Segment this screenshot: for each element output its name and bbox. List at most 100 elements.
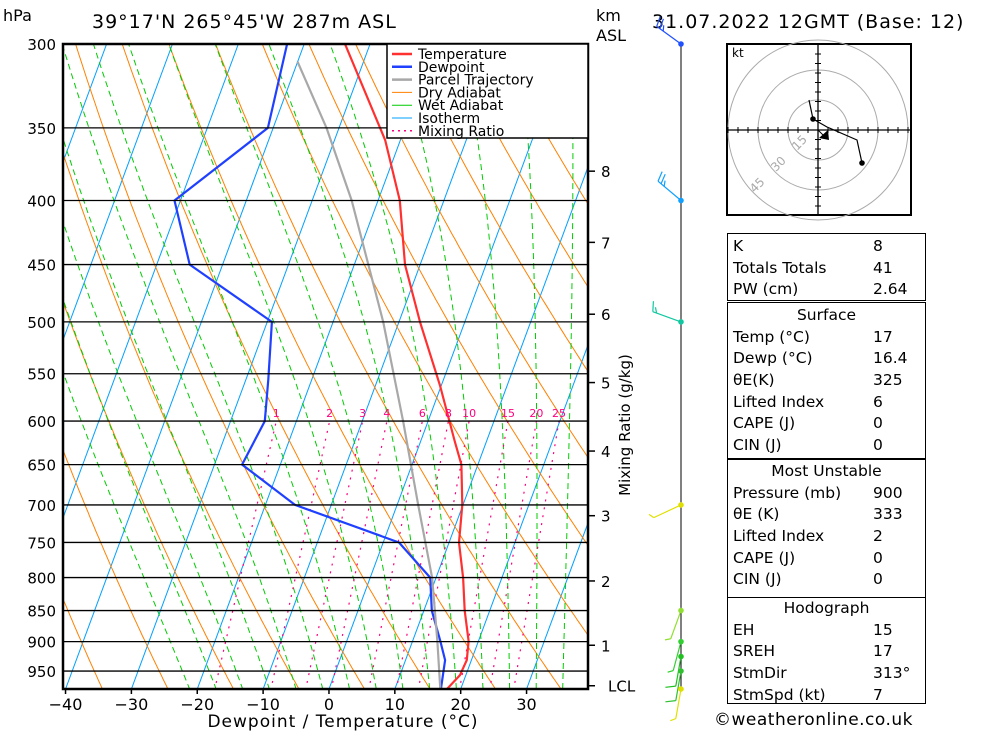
index-row: Pressure (mb) 900 bbox=[728, 483, 925, 505]
isotherm-line bbox=[63, 44, 239, 520]
pressure-tick-label: 300 bbox=[27, 36, 56, 54]
wind-barb-feather bbox=[656, 16, 661, 27]
wind-barb-feather bbox=[660, 173, 666, 185]
legend-box bbox=[386, 43, 589, 139]
storm-motion-arrow-icon bbox=[819, 130, 829, 140]
index-row: Lifted Index 2 bbox=[728, 526, 925, 548]
legend-label: Dry Adiabat bbox=[418, 85, 501, 101]
wind-barb-dot bbox=[678, 197, 684, 204]
height-tick-label: 6 bbox=[601, 306, 611, 324]
x-tick-label: 30 bbox=[516, 695, 536, 714]
pressure-tick-label: 400 bbox=[27, 192, 56, 210]
mixing-ratio-label: 8 bbox=[445, 407, 452, 420]
pressure-unit: hPa bbox=[3, 6, 32, 25]
x-tick-label: −20 bbox=[180, 695, 214, 714]
section-title: Surface bbox=[796, 306, 857, 324]
wind-barb-feather bbox=[659, 18, 664, 29]
index-value: 41 bbox=[873, 258, 893, 277]
index-label: θE(K) bbox=[733, 371, 775, 390]
legend-label: Mixing Ratio bbox=[418, 124, 504, 140]
index-label: θE (K) bbox=[733, 505, 780, 524]
index-value: 325 bbox=[873, 371, 903, 390]
dry-adiabat-line bbox=[261, 44, 588, 637]
height-unit: km bbox=[596, 6, 621, 25]
isotherm-line bbox=[262, 44, 503, 689]
isotherm-line bbox=[63, 44, 173, 342]
pressure-tick-label: 850 bbox=[27, 603, 56, 621]
wind-barb-dot bbox=[678, 502, 684, 508]
dry-adiabat-line bbox=[168, 44, 497, 689]
index-label: K bbox=[733, 237, 744, 255]
height-tick-label: 7 bbox=[601, 234, 611, 252]
isotherm-line bbox=[130, 44, 371, 689]
isotherm-line bbox=[328, 44, 569, 689]
index-row: StmSpd (kt) 7 bbox=[728, 685, 925, 707]
wind-barb-shaft bbox=[656, 25, 682, 45]
wind-barb-feather bbox=[652, 301, 655, 312]
wind-barb-feather bbox=[667, 670, 674, 673]
wind-barb-feather bbox=[670, 718, 677, 722]
wind-barb-feather bbox=[665, 700, 676, 703]
isotherm-line bbox=[394, 165, 588, 689]
mixing-ratio-label: 10 bbox=[462, 407, 476, 420]
mixing-ratio-line bbox=[458, 420, 509, 689]
copyright-link[interactable]: ©weatheronline.co.uk bbox=[714, 710, 914, 730]
axes: 3003504004505005506006507007508008509009… bbox=[27, 36, 635, 732]
index-label: CIN (J) bbox=[733, 436, 782, 455]
wet-adiabat-line bbox=[395, 44, 484, 689]
mixing-ratio-label: 4 bbox=[383, 407, 390, 420]
wind-barb-shaft bbox=[675, 670, 682, 701]
index-value: 0 bbox=[873, 436, 883, 455]
wind-barb-feather bbox=[665, 685, 676, 688]
pressure-tick-label: 750 bbox=[27, 534, 56, 552]
hodograph-point bbox=[810, 116, 816, 122]
wet-adiabat-line bbox=[128, 44, 351, 689]
index-label: StmDir bbox=[733, 664, 787, 683]
legend-label: Parcel Trajectory bbox=[418, 73, 534, 89]
index-label: Pressure (mb) bbox=[733, 483, 842, 502]
pressure-tick-label: 650 bbox=[27, 457, 56, 475]
height-tick-label: 2 bbox=[601, 573, 611, 591]
section-title: Most Unstable bbox=[771, 462, 882, 480]
pressure-tick-label: 350 bbox=[27, 120, 56, 138]
index-label: PW (cm) bbox=[733, 280, 799, 299]
mixing-ratio-label: 3 bbox=[359, 407, 366, 420]
temperature-line bbox=[343, 44, 470, 689]
x-tick-label: −30 bbox=[115, 695, 149, 714]
height-tick-label: 1 bbox=[601, 637, 611, 655]
height-tick-label: LCL bbox=[608, 678, 636, 696]
index-row: θE(K) 325 bbox=[728, 370, 925, 392]
profiles bbox=[173, 44, 470, 689]
index-row: CAPE (J) 0 bbox=[728, 413, 925, 435]
mixing-ratio-line bbox=[330, 420, 388, 689]
index-row: CAPE (J) 0 bbox=[728, 548, 925, 570]
mixing-ratio-line bbox=[417, 420, 470, 689]
index-value: 15 bbox=[873, 620, 893, 639]
wet-adiabat-line bbox=[268, 44, 431, 689]
hodograph-trace bbox=[808, 99, 863, 164]
pressure-tick-label: 900 bbox=[27, 634, 56, 652]
wind-barb-feather bbox=[654, 307, 658, 314]
wet-adiabat-line bbox=[63, 44, 297, 689]
index-label: Temp (°C) bbox=[733, 327, 810, 346]
wind-barbs bbox=[648, 16, 684, 722]
wind-barb-shaft bbox=[653, 504, 682, 519]
height-tick-label: 5 bbox=[601, 375, 611, 393]
index-row: PW (cm) 2.64 bbox=[728, 279, 925, 301]
wind-barb-feather bbox=[657, 171, 663, 182]
index-label: Totals Totals bbox=[733, 258, 827, 277]
wind-barb-dot bbox=[678, 638, 684, 645]
wind-barb-feather bbox=[662, 25, 665, 32]
index-row: Dewp (°C) 16.4 bbox=[728, 348, 925, 370]
index-label: EH bbox=[733, 620, 755, 639]
wet-adiabat-line bbox=[214, 44, 404, 689]
index-label: Dewp (°C) bbox=[733, 349, 813, 368]
mixing-ratio-line bbox=[214, 420, 277, 689]
wind-barb-shaft bbox=[652, 311, 682, 323]
dry-adiabat-line bbox=[962, 44, 1000, 691]
wet-adiabat-line bbox=[461, 44, 511, 689]
wind-barb-shaft bbox=[672, 641, 682, 671]
date-title: 31.07.2022 12GMT (Base: 12) bbox=[652, 11, 964, 33]
dry-adiabat-line bbox=[63, 300, 235, 689]
